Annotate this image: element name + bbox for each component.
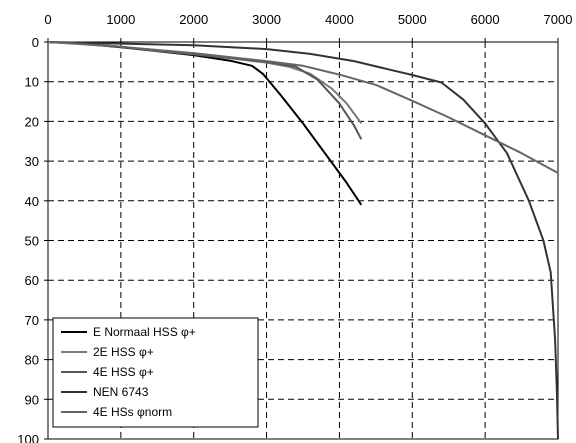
y-tick-label: 0 xyxy=(32,35,39,50)
y-tick-label: 20 xyxy=(25,114,39,129)
legend-label: 2E HSS φ+ xyxy=(93,345,154,359)
series-line-4 xyxy=(47,41,559,440)
x-tick-label: 0 xyxy=(44,12,51,27)
axes: 0 1000 2000 3000 4000 5000 6000 7000 0 10 20 30 40 50… xyxy=(17,12,572,443)
y-tick-label: 90 xyxy=(25,392,39,407)
y-tick-label: 80 xyxy=(25,353,39,368)
legend-label: NEN 6743 xyxy=(93,385,149,399)
x-tick-label: 2000 xyxy=(179,12,208,27)
legend: E Normaal HSS φ+ 2E HSS φ+ 4E HSS φ+ NEN 67… xyxy=(52,317,259,428)
y-tick-label: 100 xyxy=(17,432,39,443)
y-tick-label: 30 xyxy=(25,154,39,169)
series-line-5 xyxy=(47,41,559,174)
x-tick-label: 6000 xyxy=(471,12,500,27)
series-lines xyxy=(47,41,559,440)
legend-box xyxy=(52,317,259,428)
x-tick-label: 3000 xyxy=(252,12,281,27)
legend-label: 4E HSS φ+ xyxy=(93,365,154,379)
x-tick-label: 4000 xyxy=(325,12,354,27)
y-tick-label: 10 xyxy=(25,75,39,90)
x-tick-label: 1000 xyxy=(106,12,135,27)
legend-label: 4E HSs φnorm xyxy=(93,405,172,419)
x-tick-label: 5000 xyxy=(398,12,427,27)
y-tick-label: 70 xyxy=(25,313,39,328)
y-tick-label: 40 xyxy=(25,194,39,209)
y-tick-label: 50 xyxy=(25,234,39,249)
y-tick-label: 60 xyxy=(25,273,39,288)
x-tick-label: 7000 xyxy=(544,12,573,27)
legend-label: E Normaal HSS φ+ xyxy=(93,325,196,339)
